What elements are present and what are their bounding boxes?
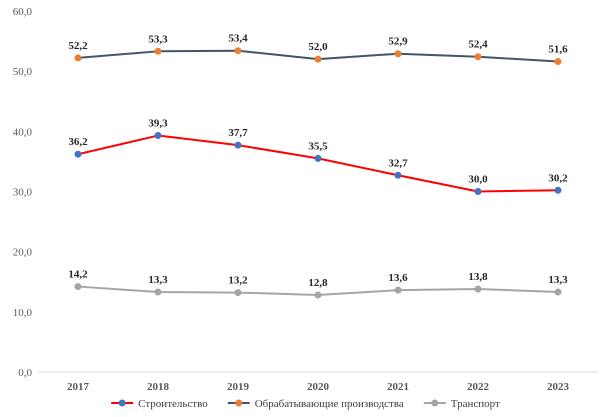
- data-label: 13,6: [388, 272, 408, 284]
- data-point: [474, 285, 482, 293]
- data-label: 13,8: [468, 271, 488, 283]
- data-label: 30,0: [468, 174, 488, 186]
- data-label: 51,6: [548, 44, 568, 56]
- data-label: 52,2: [68, 40, 88, 52]
- data-label: 12,8: [308, 277, 328, 289]
- data-point: [234, 47, 242, 55]
- data-point: [554, 186, 562, 194]
- y-tick-label: 40,0: [13, 126, 33, 138]
- data-point: [74, 283, 82, 291]
- x-tick-label: 2018: [147, 381, 170, 393]
- data-label: 52,4: [468, 39, 488, 51]
- data-label: 35,5: [308, 140, 328, 152]
- data-label: 13,3: [548, 274, 568, 286]
- data-point: [394, 286, 402, 294]
- data-point: [154, 288, 162, 296]
- data-point: [234, 141, 242, 149]
- x-tick-label: 2020: [307, 381, 330, 393]
- x-tick-label: 2019: [227, 381, 250, 393]
- data-label: 36,2: [68, 136, 88, 148]
- legend-marker: [431, 399, 439, 407]
- data-label: 37,7: [228, 127, 248, 139]
- data-point: [314, 291, 322, 299]
- data-label: 39,3: [148, 118, 168, 130]
- axes: 0,0 10,0 20,0 30,0 40,0 50,0 60,0 2017 2018 2019 2…: [13, 6, 598, 393]
- y-tick-label: 30,0: [13, 187, 33, 199]
- data-point: [234, 289, 242, 297]
- data-point: [74, 54, 82, 62]
- data-label: 53,3: [148, 33, 168, 45]
- data-label: 13,2: [228, 275, 248, 287]
- y-tick-label: 20,0: [13, 247, 33, 259]
- x-tick-label: 2021: [387, 381, 409, 393]
- data-point: [74, 150, 82, 158]
- data-point: [154, 47, 162, 55]
- x-tick-label: 2022: [467, 381, 490, 393]
- y-tick-label: 0,0: [18, 367, 32, 379]
- data-label: 14,2: [68, 269, 88, 281]
- legend-marker: [118, 399, 126, 407]
- data-point: [314, 55, 322, 63]
- legend-label: Строительство: [138, 398, 208, 410]
- y-tick-label: 10,0: [13, 307, 33, 319]
- data-label: 13,3: [148, 274, 168, 286]
- legend-label: Транспорт: [451, 398, 500, 410]
- x-tick-label: 2023: [547, 381, 570, 393]
- legend-label: Обрабатывающие производства: [255, 398, 404, 410]
- data-point: [394, 171, 402, 179]
- data-label: 30,2: [548, 172, 568, 184]
- data-label: 32,7: [388, 157, 408, 169]
- series-lines: [74, 47, 562, 299]
- y-tick-label: 60,0: [13, 6, 33, 18]
- x-tick-label: 2017: [67, 381, 90, 393]
- data-label: 52,0: [308, 41, 328, 53]
- data-point: [154, 132, 162, 140]
- data-label: 53,4: [228, 33, 248, 45]
- legend: Строительство Обрабатывающие производства…: [111, 398, 500, 410]
- data-point: [554, 58, 562, 66]
- data-labels: 36,2 39,3 37,7 35,5 32,7 30,0 30,2 52,2 53,3 53,4…: [68, 33, 568, 289]
- y-tick-label: 50,0: [13, 66, 33, 78]
- data-point: [554, 288, 562, 296]
- data-point: [394, 50, 402, 58]
- data-point: [474, 53, 482, 61]
- data-label: 52,9: [388, 36, 408, 48]
- data-point: [314, 154, 322, 162]
- legend-marker: [235, 399, 243, 407]
- data-point: [474, 188, 482, 195]
